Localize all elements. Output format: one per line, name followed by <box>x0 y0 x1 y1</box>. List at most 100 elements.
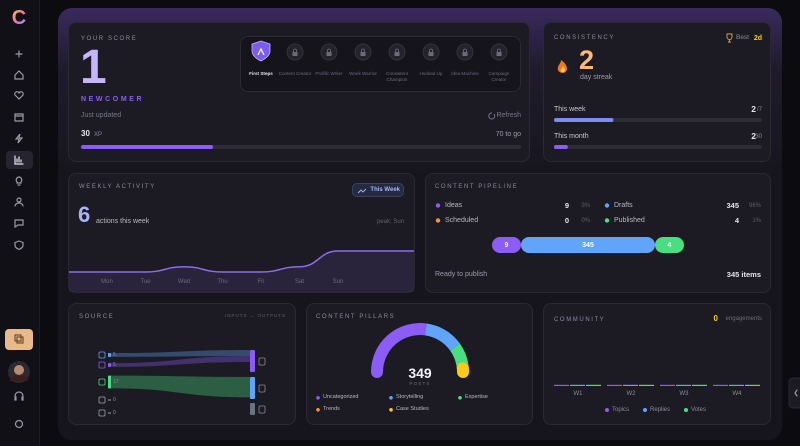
text: This month <box>554 133 589 140</box>
text: Storytelling <box>396 394 424 400</box>
lock-shackle <box>327 48 331 52</box>
bar <box>692 384 707 386</box>
create-button <box>5 329 33 350</box>
badge-label: Week Warrior <box>349 71 377 76</box>
legend-dot <box>604 218 610 223</box>
lock-shackle <box>463 48 467 52</box>
text: C <box>11 7 27 29</box>
text: Published <box>614 217 645 224</box>
pipeline-segment <box>521 237 655 253</box>
text: YOUR SCORE <box>81 36 138 42</box>
text: INPUTS → OUTPUTS <box>224 313 286 318</box>
text: W4 <box>732 391 742 397</box>
text: 2d <box>753 34 762 42</box>
support-icon <box>14 391 24 401</box>
nav-icon <box>14 155 24 165</box>
nav-icon <box>14 133 24 144</box>
source-icon <box>98 396 106 404</box>
text: W3 <box>679 391 689 397</box>
avatar-body <box>10 375 28 381</box>
text: 345 <box>726 201 739 210</box>
text: 0% <box>581 217 590 224</box>
output-icon <box>258 405 266 414</box>
nav-icon <box>15 176 23 186</box>
nav-icon <box>14 197 24 207</box>
text: 2 <box>751 131 756 141</box>
activity-line <box>107 250 339 273</box>
text: This Week <box>370 187 400 193</box>
lock-icon <box>428 52 434 56</box>
card <box>68 173 415 293</box>
text: day streak <box>580 74 613 81</box>
text: /30 <box>753 134 762 140</box>
text: 2 <box>579 45 595 75</box>
source-node <box>108 363 111 367</box>
nav-icon <box>14 219 24 229</box>
panel-toggle-icon <box>794 389 798 397</box>
text: CONSISTENCY <box>554 35 615 41</box>
lock-shackle <box>429 48 433 52</box>
text: 70 to go <box>495 131 521 138</box>
line-area <box>69 251 414 292</box>
lock-icon <box>394 52 400 56</box>
text: Scheduled <box>445 217 479 224</box>
text: Drafts <box>614 202 633 209</box>
settings-icon <box>14 419 24 429</box>
legend-dot <box>604 203 610 208</box>
source-node <box>108 412 111 414</box>
text: 0 <box>113 396 116 403</box>
legend-dot <box>605 408 609 412</box>
nav-icon <box>14 113 24 122</box>
text: 0 <box>113 409 116 416</box>
text: Best <box>735 34 749 41</box>
source-icon <box>98 409 106 417</box>
text: Just updated <box>81 112 122 119</box>
source-node <box>108 375 111 389</box>
text: 5 <box>113 361 116 368</box>
nav-icon <box>14 70 24 80</box>
legend-dot <box>389 396 393 400</box>
nav-icon <box>15 50 23 58</box>
text: 4 <box>667 241 672 249</box>
bar <box>745 384 760 386</box>
text: 30 <box>81 129 90 138</box>
bar <box>639 384 654 386</box>
text: 9 <box>564 201 569 210</box>
nav-icon <box>14 91 24 100</box>
text: 1 <box>80 41 107 94</box>
legend-dot <box>435 203 441 208</box>
badge-label: Prolific Writer <box>315 71 343 76</box>
text: Ready to publish <box>435 271 488 278</box>
output-node <box>250 403 255 415</box>
lock-shackle <box>293 48 297 52</box>
source-node <box>108 353 111 357</box>
text: 2 <box>751 104 756 114</box>
text: 345 <box>582 241 594 249</box>
bar <box>660 384 675 386</box>
output-icon <box>258 384 266 393</box>
output-icon <box>258 357 266 366</box>
text: 0 <box>564 216 569 225</box>
progress-track <box>554 145 762 149</box>
legend-dot <box>684 408 688 412</box>
text: 1% <box>752 217 761 224</box>
progress-fill <box>554 145 568 149</box>
xp-fill <box>81 145 213 149</box>
badge-panel <box>240 36 521 92</box>
text: Thu <box>217 279 228 285</box>
card <box>543 303 771 425</box>
create-icon <box>14 334 24 344</box>
legend-dot <box>458 396 462 400</box>
text: 0 <box>713 314 718 323</box>
badge-icon <box>257 47 265 56</box>
text: POSTS <box>409 381 431 386</box>
avatar-face <box>14 365 24 375</box>
text: Expertise <box>465 394 488 400</box>
progress-fill <box>554 118 614 122</box>
badge-label: Hooked Up <box>419 71 443 76</box>
gauge-segment <box>449 343 469 367</box>
card <box>543 22 771 162</box>
source-node <box>108 399 111 401</box>
